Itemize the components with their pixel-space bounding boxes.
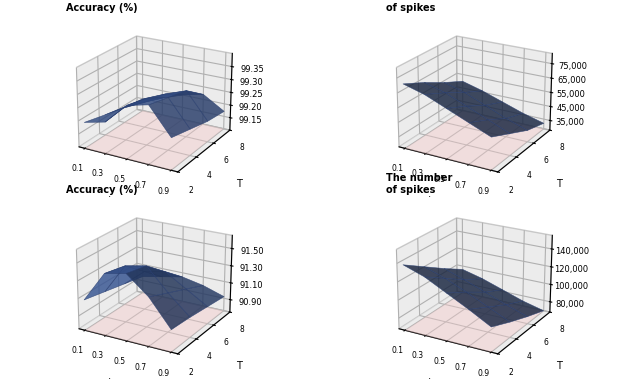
Text: The number
of spikes: The number of spikes [387,173,453,195]
X-axis label: α′: α′ [422,378,431,379]
Y-axis label: T: T [556,179,562,190]
Y-axis label: T: T [236,361,242,371]
Text: (b): (b) [465,200,482,210]
Text: The number
of spikes: The number of spikes [387,0,453,13]
Text: Accuracy (%): Accuracy (%) [67,185,138,195]
X-axis label: α′: α′ [422,196,431,206]
X-axis label: α′: α′ [102,378,111,379]
X-axis label: α′: α′ [102,196,111,206]
Y-axis label: T: T [236,179,242,190]
Y-axis label: T: T [556,361,562,371]
Text: (a): (a) [146,200,161,210]
Text: Accuracy (%): Accuracy (%) [67,3,138,13]
